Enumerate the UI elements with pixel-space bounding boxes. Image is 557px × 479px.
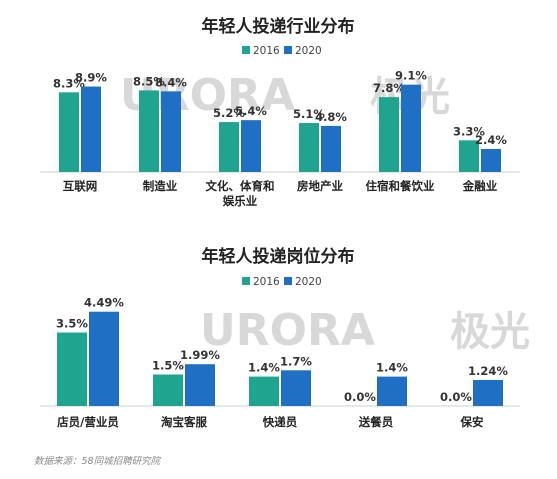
bar-2020: [81, 86, 101, 172]
data-label: 4.8%: [315, 110, 347, 124]
position-chart: 年轻人投递岗位分布 2016 2020 3.5%4.49%店员/营业员1.5%1…: [40, 246, 520, 429]
bar-2020: [241, 120, 261, 172]
category-label: 送餐员: [358, 415, 394, 429]
legend-label-2016: 2016: [253, 45, 280, 57]
bar-2020: [481, 148, 501, 172]
data-label: 5.1%: [293, 107, 325, 121]
legend-swatch-2016: [242, 46, 250, 54]
bar-2020: [473, 379, 503, 406]
bar-2016: [139, 90, 159, 172]
legend-label-2020: 2020: [295, 276, 322, 288]
bar-2016: [57, 332, 87, 406]
category-label: 房地产业: [297, 179, 343, 193]
category-label: 互联网: [63, 179, 98, 193]
bar-2020: [161, 91, 181, 172]
legend-label-2020: 2020: [295, 45, 322, 57]
chart-title: 年轻人投递行业分布: [202, 16, 355, 37]
data-label: 8.5%: [133, 74, 165, 88]
data-label: 0.0%: [344, 390, 376, 404]
source-note: 数据来源：58同城招聘研究院: [34, 455, 162, 467]
data-label: 4.49%: [84, 296, 124, 310]
chart-title: 年轻人投递岗位分布: [202, 246, 355, 267]
data-label: 8.3%: [53, 76, 85, 90]
data-label: 8.9%: [75, 71, 107, 85]
data-label: 1.7%: [280, 354, 312, 368]
watermark-text: URORA: [200, 305, 375, 356]
category-label: 文化、体育和: [206, 179, 275, 193]
watermark-bottom: URORA 极光: [200, 305, 530, 356]
legend: 2016 2020: [242, 45, 322, 57]
data-label: 9.1%: [395, 69, 427, 83]
data-label: 5.4%: [235, 104, 267, 118]
data-label: 7.8%: [373, 81, 405, 95]
watermark-brand: 极光: [450, 309, 530, 355]
industry-chart: 年轻人投递行业分布 2016 2020 8.3%8.9% 互联网 8.5%8.4% 制…: [40, 16, 520, 208]
data-label: 1.4%: [248, 361, 280, 375]
legend-swatch-2020: [284, 46, 292, 54]
data-label: 0.0%: [440, 390, 472, 404]
category-label: 制造业: [143, 179, 178, 193]
bar-2016: [249, 376, 279, 406]
data-label: 1.99%: [180, 348, 220, 362]
bar-2020: [377, 376, 407, 406]
category-label: 店员/营业员: [57, 415, 119, 429]
bar-2016: [59, 92, 79, 172]
bar-2020: [281, 370, 311, 406]
bar-2016: [379, 97, 399, 172]
bar-2016: [299, 123, 319, 172]
data-label: 3.3%: [453, 124, 485, 138]
legend-swatch-2016: [242, 277, 250, 285]
category-label: 金融业: [462, 179, 498, 193]
category-label: 娱乐业: [223, 194, 258, 208]
data-label: 1.24%: [468, 364, 508, 378]
bar-2020: [185, 364, 215, 406]
data-label: 5.2%: [213, 106, 245, 120]
legend-swatch-2020: [284, 277, 292, 285]
category-label: 快递员: [262, 415, 298, 429]
data-label: 8.4%: [155, 75, 187, 89]
legend-label-2016: 2016: [253, 276, 280, 288]
legend: 2016 2020: [242, 276, 322, 288]
data-label: 1.5%: [152, 359, 184, 373]
data-label: 3.5%: [56, 317, 88, 331]
bar-2016: [459, 140, 479, 172]
category-label: 保安: [460, 415, 484, 429]
data-label: 1.4%: [376, 361, 408, 375]
bar-2020: [321, 125, 341, 172]
bar-2020: [401, 84, 421, 172]
bar-2016: [153, 374, 183, 406]
bar-2016: [219, 122, 239, 172]
category-label: 住宿和餐饮业: [366, 179, 435, 193]
category-label: 淘宝客服: [161, 415, 207, 429]
bar-2020: [89, 311, 119, 406]
data-label: 2.4%: [475, 133, 507, 147]
